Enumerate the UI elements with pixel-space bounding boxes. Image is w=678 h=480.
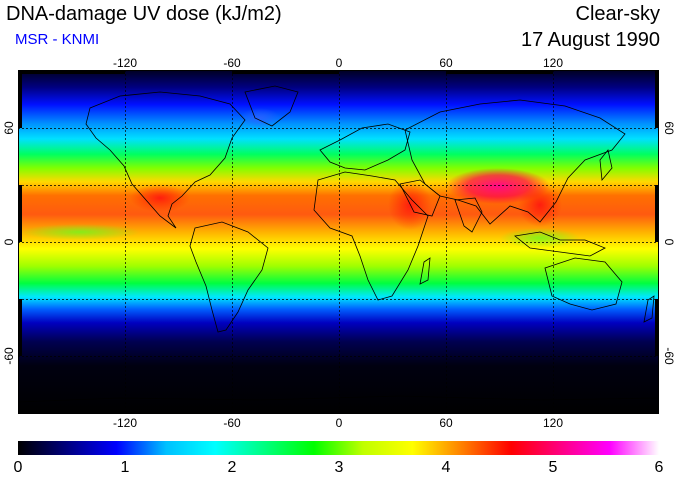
colorbar <box>18 441 659 455</box>
lon-tick-bottom-minus-120: -120 <box>113 416 137 430</box>
uv-field <box>18 70 659 414</box>
lon-tick-bottom-60: 60 <box>439 416 453 430</box>
lon-tick-bottom-120: 120 <box>543 416 563 430</box>
graticule <box>18 70 659 414</box>
map-border-ticks <box>18 70 659 414</box>
coastlines <box>18 85 659 403</box>
lon-tick-top-60: 60 <box>439 56 453 70</box>
lon-tick-bottom-minus-60: -60 <box>223 416 241 430</box>
colorbar-label-3: 3 <box>334 459 344 476</box>
colorbar-label-0: 0 <box>13 459 23 476</box>
colorbar-label-5: 5 <box>548 459 558 476</box>
lon-tick-top-minus-60: -60 <box>223 56 241 70</box>
lat-tick-left-0: 0 <box>2 238 16 245</box>
lon-tick-top-0: 0 <box>336 56 343 70</box>
lat-tick-left-60: 60 <box>2 121 16 135</box>
colorbar-label-6: 6 <box>654 459 664 476</box>
lon-tick-top-minus-120: -120 <box>113 56 137 70</box>
source-label: MSR - KNMI <box>15 31 100 48</box>
lat-tick-right-0: 0 <box>662 239 676 246</box>
lat-tick-right-minus-60: -60 <box>662 347 676 365</box>
lat-tick-left-minus-60: -60 <box>2 347 16 365</box>
date-label: 17 August 1990 <box>520 29 660 51</box>
sky-condition-label: Clear-sky <box>575 3 660 25</box>
colorbar-label-1: 1 <box>120 459 130 476</box>
lat-tick-right-60: 60 <box>662 121 676 135</box>
map-title: DNA-damage UV dose (kJ/m2) <box>6 3 282 25</box>
lon-tick-bottom-0: 0 <box>336 416 343 430</box>
colorbar-label-2: 2 <box>227 459 237 476</box>
lon-tick-top-120: 120 <box>543 56 563 70</box>
colorbar-label-4: 4 <box>441 459 451 476</box>
